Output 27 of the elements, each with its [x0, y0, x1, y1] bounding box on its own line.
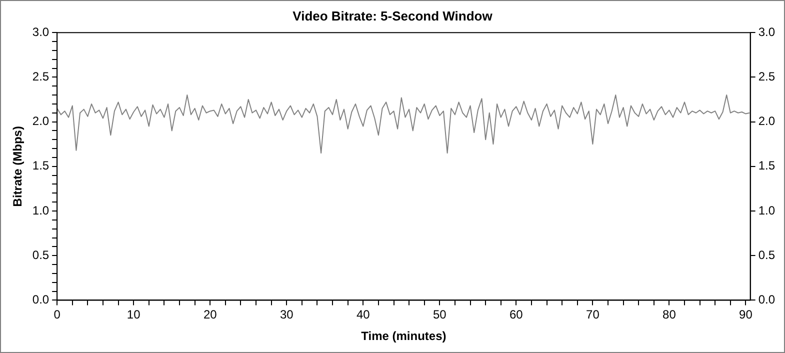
y2-tick-label: 1.0: [758, 203, 776, 218]
y2-tick-label: 0.0: [758, 292, 776, 307]
x-tick-label: 70: [586, 308, 600, 322]
x-tick-label: 30: [280, 308, 294, 322]
x-tick-label: 40: [356, 308, 370, 322]
x-axis-title: Time (minutes): [361, 329, 446, 344]
y-tick-label: 0.5: [32, 248, 50, 262]
y-tick-label: 2.0: [32, 114, 50, 128]
x-tick-label: 80: [662, 308, 676, 322]
y2-tick-label: 2.0: [758, 114, 776, 128]
x-tick-label: 50: [432, 308, 447, 322]
y-axis-title: Bitrate (Mbps): [10, 126, 25, 207]
y2-tick-label: 2.5: [758, 70, 776, 84]
y-tick-label: 3.0: [32, 24, 50, 39]
x-tick-label: 20: [203, 308, 218, 322]
x-tick-label: 10: [126, 308, 141, 322]
y-tick-label: 0.0: [32, 292, 50, 307]
y-tick-label: 2.5: [32, 70, 50, 84]
y2-tick-label: 1.5: [758, 158, 776, 173]
x-tick-label: 60: [510, 308, 524, 322]
x-tick-label: 0: [54, 308, 61, 322]
y2-tick-label: 3.0: [758, 24, 776, 39]
y-tick-label: 1.5: [32, 158, 50, 173]
y2-tick-label: 0.5: [758, 248, 776, 262]
chart-title: Video Bitrate: 5-Second Window: [292, 8, 494, 24]
x-tick-label: 90: [739, 308, 753, 322]
y-tick-label: 1.0: [32, 203, 50, 218]
